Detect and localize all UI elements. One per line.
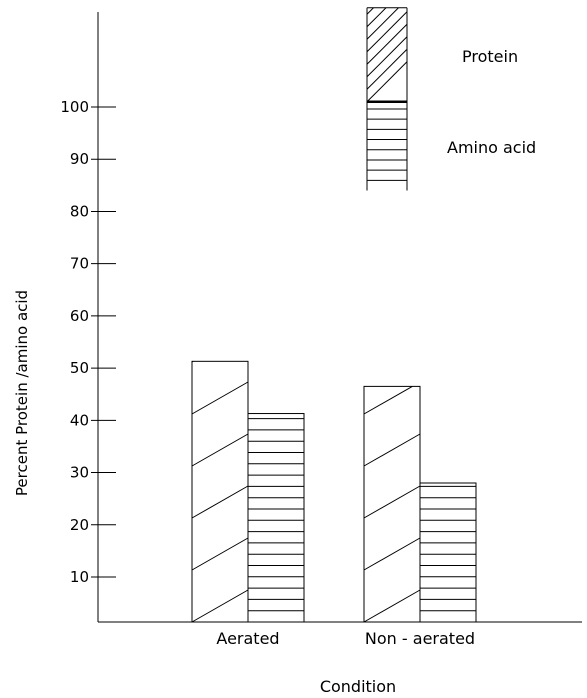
bar-outline [363,385,421,623]
hatch-line [191,381,249,415]
y-axis-ticks: 10 20 30 40 50 60 70 80 90 100 [60,98,116,586]
hatch-line [363,485,421,519]
hatch-line [366,7,387,28]
y-axis-label: Percent Protein /amino acid [13,290,31,496]
bar-amino-acid [419,482,477,623]
legend: Protein Amino acid [366,7,536,191]
hatch-line [191,537,249,571]
hatch-line [363,433,421,467]
bar-protein [363,385,421,623]
hatch-line [366,11,408,53]
y-tick-label: 50 [70,359,89,377]
x-axis-label: Condition [320,677,396,696]
x-axis-categories: Aerated Non - aerated [216,629,475,648]
y-tick-label: 10 [70,568,89,586]
bar-amino-acid [247,413,305,623]
hatch-line [191,485,249,519]
y-tick-label: 80 [70,202,89,220]
y-tick-label: 60 [70,307,89,325]
bar-outline [247,413,305,623]
legend-swatch-amino-acid [367,108,407,181]
legend-label-amino-acid: Amino acid [447,138,536,157]
hatch-line [191,589,249,623]
hatch-line [363,589,421,623]
bars [191,360,477,623]
bar-outline [191,360,249,623]
y-tick-label: 90 [70,150,89,168]
bar-outline [419,482,477,623]
x-category-label: Non - aerated [365,629,475,648]
hatch-line [191,433,249,467]
y-tick-label: 30 [70,464,89,482]
hatch-line [366,36,408,78]
hatch-line [366,23,408,65]
y-tick-label: 70 [70,255,89,273]
hatch-line [366,7,374,15]
chart-axes [97,12,582,623]
hatch-line [366,7,399,40]
hatch-line [363,537,421,571]
hatch-line [366,48,408,90]
bar-protein [191,360,249,623]
y-tick-label: 20 [70,516,89,534]
legend-label-protein: Protein [462,47,518,66]
x-category-label: Aerated [216,629,279,648]
hatch-line [363,385,413,415]
hatch-line [366,61,408,103]
y-tick-label: 40 [70,411,89,429]
legend-swatch-protein [366,7,408,103]
y-tick-label: 100 [60,98,89,116]
